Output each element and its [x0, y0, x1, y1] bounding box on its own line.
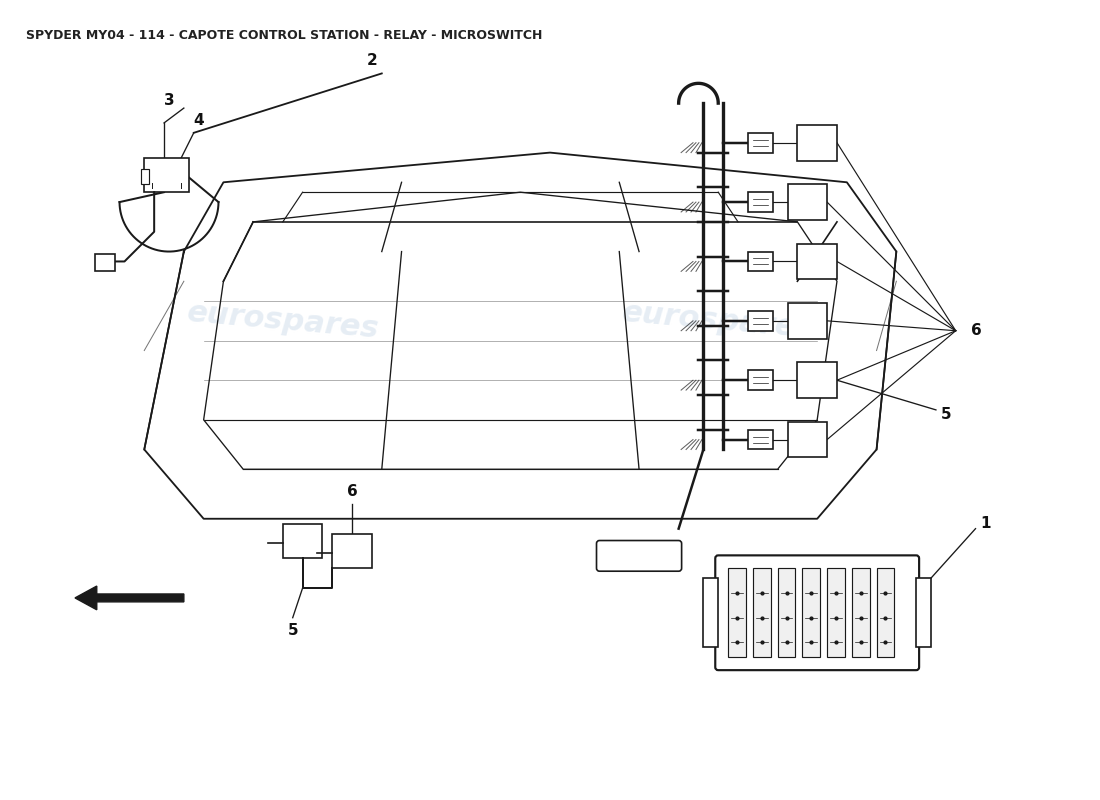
FancyBboxPatch shape [141, 170, 150, 184]
FancyBboxPatch shape [95, 254, 114, 271]
FancyBboxPatch shape [748, 251, 772, 271]
Text: eurospares: eurospares [186, 298, 381, 344]
FancyBboxPatch shape [802, 568, 821, 658]
FancyBboxPatch shape [788, 303, 827, 338]
Text: 1: 1 [980, 516, 991, 531]
FancyBboxPatch shape [851, 568, 870, 658]
Text: 5: 5 [940, 407, 952, 422]
FancyBboxPatch shape [703, 578, 718, 647]
FancyBboxPatch shape [916, 578, 931, 647]
Text: 5: 5 [287, 622, 298, 638]
FancyBboxPatch shape [748, 311, 772, 330]
Text: 4: 4 [194, 113, 204, 128]
Text: SPYDER MY04 - 114 - CAPOTE CONTROL STATION - RELAY - MICROSWITCH: SPYDER MY04 - 114 - CAPOTE CONTROL STATI… [25, 29, 542, 42]
FancyBboxPatch shape [728, 568, 746, 658]
FancyBboxPatch shape [798, 362, 837, 398]
FancyBboxPatch shape [877, 568, 894, 658]
FancyBboxPatch shape [752, 568, 771, 658]
Text: 2: 2 [366, 54, 377, 69]
Text: eurospares: eurospares [621, 298, 815, 344]
FancyBboxPatch shape [788, 422, 827, 458]
FancyBboxPatch shape [596, 541, 682, 571]
Text: 3: 3 [164, 93, 174, 108]
FancyBboxPatch shape [283, 524, 322, 558]
FancyBboxPatch shape [144, 158, 189, 192]
FancyBboxPatch shape [788, 184, 827, 220]
FancyBboxPatch shape [715, 555, 920, 670]
FancyBboxPatch shape [827, 568, 845, 658]
FancyBboxPatch shape [798, 125, 837, 161]
FancyBboxPatch shape [748, 192, 772, 212]
FancyBboxPatch shape [748, 370, 772, 390]
FancyBboxPatch shape [332, 534, 372, 568]
FancyBboxPatch shape [748, 430, 772, 450]
FancyBboxPatch shape [748, 133, 772, 153]
FancyBboxPatch shape [798, 244, 837, 279]
FancyBboxPatch shape [778, 568, 795, 658]
Text: 6: 6 [346, 484, 358, 499]
Text: 6: 6 [970, 323, 981, 338]
